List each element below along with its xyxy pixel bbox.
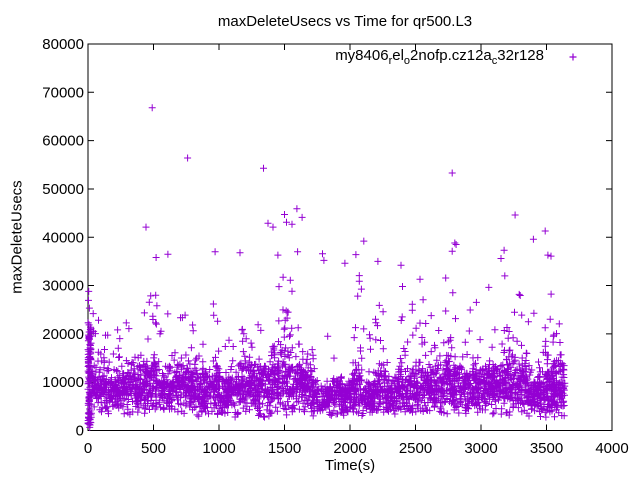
legend-label-part: 32r128 bbox=[497, 47, 544, 64]
legend-marker-icon bbox=[569, 53, 577, 61]
x-tick-label: 0 bbox=[84, 440, 92, 457]
x-tick-label: 2000 bbox=[333, 440, 366, 457]
legend-label-part: o bbox=[403, 55, 411, 67]
x-tick-label: 1000 bbox=[202, 440, 235, 457]
y-tick-label: 80000 bbox=[42, 36, 84, 53]
x-tick-label: 1500 bbox=[268, 440, 301, 457]
x-tick-label: 2500 bbox=[399, 440, 432, 457]
legend-label: my8406relo2nofp.cz12ac32r128 bbox=[335, 47, 544, 67]
legend-label-part: r bbox=[388, 55, 393, 67]
y-tick-label: 0 bbox=[76, 423, 84, 440]
y-axis-title: maxDeleteUsecs bbox=[8, 180, 26, 294]
x-tick-label: 3000 bbox=[464, 440, 497, 457]
x-tick-label: 4000 bbox=[595, 440, 628, 457]
legend-label-part: c bbox=[491, 55, 498, 67]
legend-label-part: my8406 bbox=[335, 47, 389, 64]
legend-label-part: 2nofp.cz12a bbox=[410, 47, 492, 64]
x-axis-title: Time(s) bbox=[324, 457, 376, 474]
y-tick-label: 60000 bbox=[42, 133, 84, 150]
y-tick-label: 30000 bbox=[42, 278, 84, 295]
y-tick-label: 10000 bbox=[42, 374, 84, 391]
outlier-points bbox=[85, 104, 555, 318]
y-tick-label: 70000 bbox=[42, 84, 84, 101]
chart-title: maxDeleteUsecs vs Time for qr500.L3 bbox=[217, 13, 473, 30]
x-tick-label: 500 bbox=[141, 440, 166, 457]
x-tick-label: 3500 bbox=[530, 440, 563, 457]
y-tick-label: 50000 bbox=[42, 181, 84, 198]
scatter-points bbox=[84, 272, 569, 431]
y-tick-label: 20000 bbox=[42, 326, 84, 343]
y-tick-label: 40000 bbox=[42, 229, 84, 246]
legend-label-part: el bbox=[392, 47, 404, 64]
